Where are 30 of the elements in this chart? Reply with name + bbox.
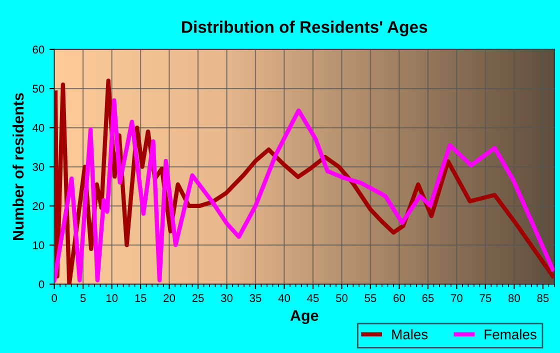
y-tick-label: 30 (32, 163, 44, 171)
x-tick-label: 5 (80, 294, 86, 302)
x-tick-label: 50 (336, 294, 348, 302)
x-tick-label: 10 (106, 294, 118, 302)
chart-title: Distribution of Residents' Ages (182, 20, 428, 36)
legend-label: Males (392, 329, 428, 340)
x-tick-label: 30 (221, 294, 233, 302)
x-tick-label: 65 (422, 294, 434, 302)
y-tick-label: 50 (32, 84, 44, 93)
x-axis-title: Age (290, 310, 318, 324)
y-axis-title: Number of residents (12, 93, 24, 240)
x-tick-label: 0 (52, 294, 57, 302)
x-tick-label: 55 (364, 294, 376, 302)
x-tick-label: 60 (394, 294, 405, 302)
x-tick-label: 70 (451, 294, 462, 302)
y-tick-label: 60 (32, 46, 44, 54)
y-tick-label: 20 (32, 202, 44, 210)
x-tick-label: 75 (480, 294, 492, 302)
x-tick-label: 15 (135, 294, 146, 302)
x-tick-label: 35 (250, 294, 262, 302)
x-tick-label: 40 (278, 294, 290, 302)
x-tick-label: 45 (307, 294, 319, 302)
y-tick-label: 0 (38, 280, 44, 288)
x-tick-label: 80 (508, 294, 520, 302)
y-tick-label: 10 (33, 241, 44, 250)
x-tick-label: 85 (537, 294, 549, 302)
legend-label: Females (484, 329, 536, 340)
y-tick-label: 40 (32, 124, 44, 132)
x-tick-label: 25 (192, 294, 204, 302)
x-tick-label: 20 (164, 294, 176, 302)
